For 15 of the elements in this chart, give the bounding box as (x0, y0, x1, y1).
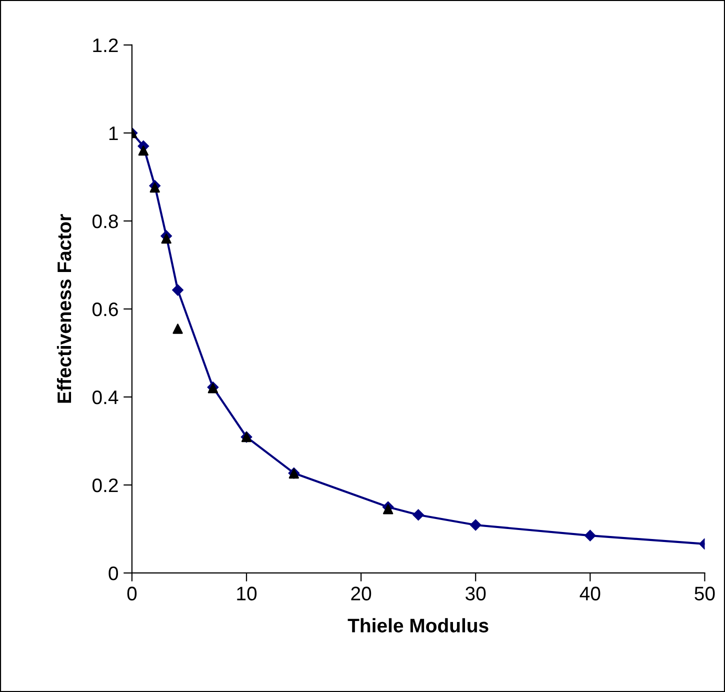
y-axis-title: Effectiveness Factor (56, 214, 72, 403)
y-tick-label: 1.2 (93, 38, 118, 52)
y-tick-label: 0.4 (92, 390, 118, 404)
y-tick-label: 0.6 (92, 302, 118, 316)
x-tick-label: 40 (580, 586, 600, 600)
x-tick-label: 10 (237, 586, 257, 600)
y-tick-label: 0 (108, 566, 118, 580)
x-tick-label: 0 (127, 586, 137, 600)
x-axis-title: Thiele Modulus (348, 618, 488, 632)
x-tick-label: 20 (351, 586, 372, 600)
x-tick-label: 30 (466, 586, 486, 600)
y-tick-label: 0.2 (92, 478, 118, 492)
x-tick-label: 50 (694, 586, 715, 600)
y-tick-label: 1 (109, 126, 118, 140)
y-tick-label: 0.8 (92, 214, 118, 228)
